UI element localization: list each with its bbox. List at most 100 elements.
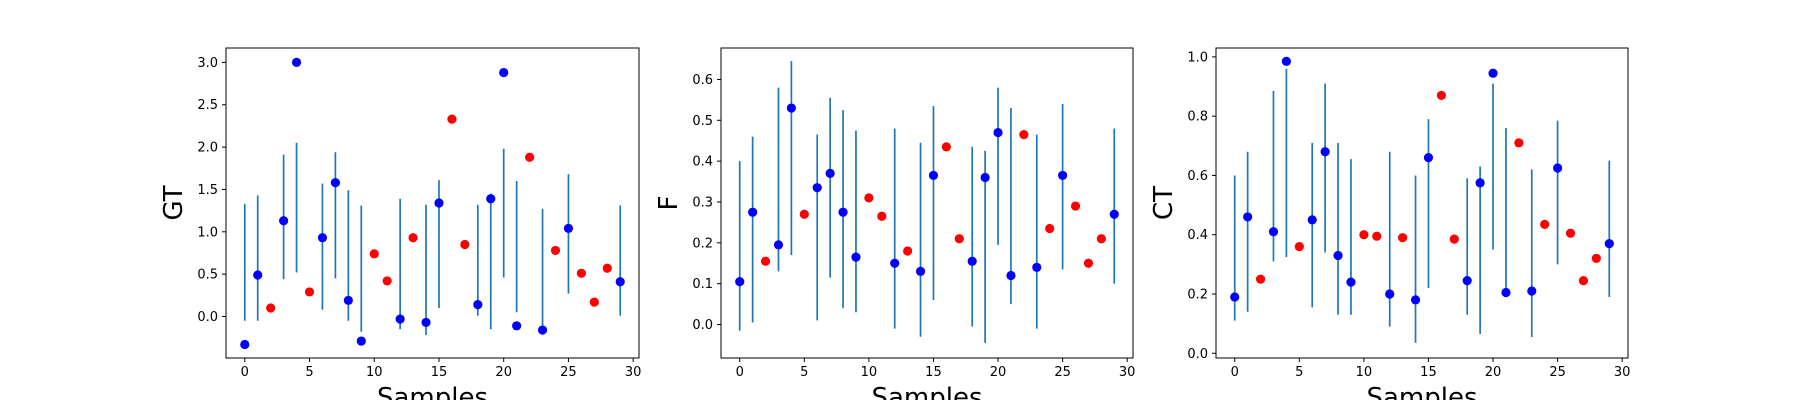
data-point [304,287,315,297]
y-tick-label: 0.2 [692,236,713,251]
x-tick-label: 20 [495,365,512,380]
data-point [877,211,887,221]
x-tick-label: 15 [431,365,448,380]
data-point [1243,212,1253,222]
data-point [525,152,535,162]
data-point [499,67,509,78]
x-tick-label: 0 [736,365,744,380]
data-point [1501,287,1511,298]
x-tick-label: 0 [1231,365,1239,380]
data-point [1553,163,1563,173]
data-point [563,223,574,234]
data-point [343,295,353,306]
data-point [1255,274,1266,284]
x-axis-label: Samples [871,383,982,400]
data-point [1591,253,1601,264]
data-point [486,194,496,204]
data-point [1578,276,1589,286]
data-point [434,198,444,208]
data-point [447,114,457,124]
data-point [1398,233,1408,243]
data-point [460,239,470,250]
x-tick-label: 30 [1614,365,1631,380]
data-point [1294,241,1304,252]
y-axis-label: CT [1149,186,1179,220]
data-point [903,246,913,256]
plot-marks [1230,56,1614,343]
axes-frame [225,47,640,359]
data-point [550,245,561,256]
y-tick-label: 0.6 [692,73,713,88]
data-point [1449,234,1459,244]
data-point [1006,270,1016,281]
x-tick-label: 30 [1119,365,1136,380]
data-point [1475,178,1485,188]
y-tick-label: 1.5 [197,183,218,198]
data-point [1019,129,1029,140]
data-point [1565,228,1576,238]
data-point [1385,289,1395,299]
data-point [1230,292,1240,302]
data-point [967,256,977,266]
data-point [1058,170,1068,181]
x-tick-label: 20 [990,365,1007,380]
data-point [253,270,263,280]
y-tick-label: 0.8 [1187,110,1208,125]
data-point [928,170,939,181]
data-point [993,127,1003,138]
data-point [1307,215,1317,225]
data-point [1320,147,1330,157]
data-point [735,277,745,287]
x-axis-label: Samples [377,383,488,400]
data-point [748,207,758,217]
x-tick-label: 15 [925,365,942,380]
data-point [1372,231,1382,241]
data-point [356,336,366,346]
y-tick-label: 2.0 [197,141,218,156]
data-point [825,168,835,178]
axes-frame [720,47,1134,359]
data-point [954,234,964,244]
x-tick-label: 10 [366,365,383,380]
data-point [317,233,328,243]
y-tick-label: 0.6 [1187,169,1208,184]
y-axis-label: GT [159,185,189,220]
data-point [395,314,405,324]
x-tick-label: 5 [305,365,313,380]
data-point [941,142,951,152]
data-point [838,207,848,217]
data-point [240,339,250,350]
data-point [512,321,522,331]
data-point [799,209,809,219]
data-point [1462,276,1472,286]
data-point [1083,258,1094,268]
plot-marks [240,57,625,350]
x-tick-label: 20 [1485,365,1502,380]
data-point [1070,201,1081,211]
y-tick-label: 0.5 [692,114,713,129]
x-tick-label: 0 [241,365,249,380]
data-point [1096,234,1106,244]
data-point [1423,153,1434,163]
y-tick-label: 1.0 [1187,50,1208,65]
x-tick-label: 25 [560,365,577,380]
y-tick-label: 1.0 [197,225,218,240]
data-point [473,300,483,310]
data-point [1410,295,1421,305]
data-point [890,258,900,268]
data-point [1540,219,1550,229]
data-point [1488,68,1498,78]
y-tick-label: 0.5 [197,268,218,283]
y-tick-label: 2.5 [197,98,218,113]
data-point [291,57,302,67]
data-point [1527,286,1537,296]
data-point [408,233,418,243]
data-point [589,297,599,307]
data-point [864,193,874,203]
data-point [602,263,612,273]
data-point [576,268,586,278]
data-point [1604,239,1614,249]
x-tick-label: 5 [800,365,808,380]
data-point [1333,250,1343,261]
y-tick-label: 0.2 [1187,287,1208,302]
